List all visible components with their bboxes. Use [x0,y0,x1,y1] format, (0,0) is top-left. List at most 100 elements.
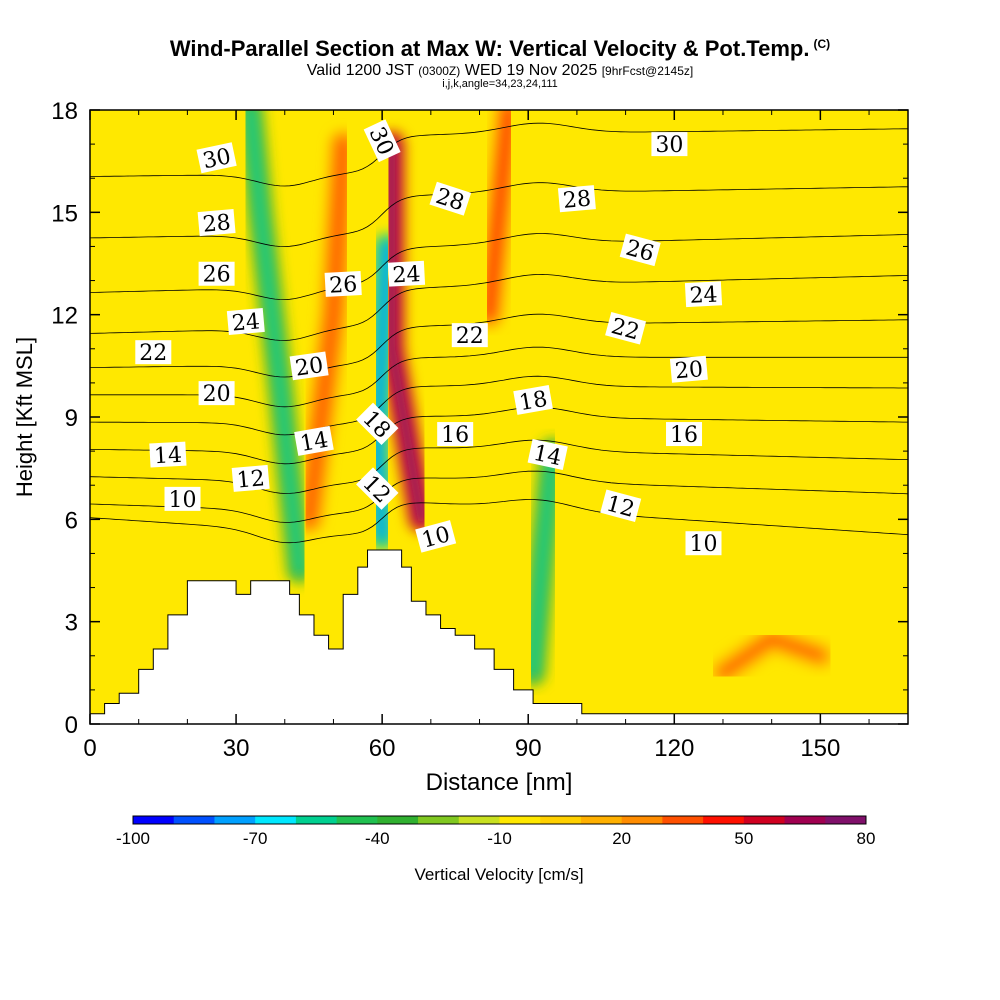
theta-contour-24 [90,273,908,341]
colorbar-swatch [621,816,663,824]
theta-label: 10 [164,486,201,513]
theta-label-box [600,489,642,522]
theta-label: 20 [289,351,329,382]
theta-label-text: 14 [531,441,564,471]
theta-label-text: 18 [517,387,549,416]
w-feature [476,110,522,328]
colorbar-swatch [743,816,786,824]
y-tick-label: 15 [51,200,78,227]
theta-label: 14 [527,439,568,471]
x-tick-label: 60 [369,735,396,762]
colorbar-swatch [703,816,745,824]
colorbar-swatch [214,816,256,824]
theta-label: 30 [651,132,688,158]
theta-label-box [149,441,187,468]
theta-label-text: 14 [153,443,182,469]
w-feature [709,624,834,686]
theta-label-text: 20 [203,382,231,407]
theta-label-text: 30 [201,144,234,174]
theta-label-box [685,531,722,556]
colorbar-swatch [540,816,582,824]
theta-label-box [226,307,265,336]
w-feature-core [528,446,558,678]
theta-label-text: 22 [456,324,484,349]
theta-label-text: 24 [392,262,421,288]
theta-label: 16 [437,422,474,448]
colorbar-tick-label: -100 [116,829,150,848]
theta-label: 28 [197,209,236,238]
theta-contour-10 [90,499,908,544]
theta-label-box [294,425,334,456]
valid-zulu: (0300Z) [418,64,461,78]
copyright-mark: (C) [813,36,831,51]
valid-time-line: Valid 1200 JST (0300Z) WED 19 Nov 2025 [… [0,62,1000,80]
theta-label-text: 30 [655,133,683,158]
chart-title-text: Wind-Parallel Section at Max W: Vertical… [169,36,810,61]
theta-contour-12 [90,470,908,523]
theta-label-text: 28 [202,210,232,237]
axes: 0 30 60 90 120 150 0 3 6 9 12 15 18 [51,98,908,762]
theta-contour-30 [90,122,908,187]
theta-label-box [429,181,472,216]
theta-label-text: 16 [670,423,698,448]
theta-label-box [198,381,235,406]
colorbar-swatch [336,816,378,824]
theta-label: 18 [356,402,399,446]
theta-label-box [513,385,553,415]
x-axis-label: Distance [nm] [426,769,573,796]
theta-label-text: 14 [298,428,330,457]
theta-label-box [356,402,399,446]
theta-label-box [164,486,201,511]
colorbar-swatch [784,816,826,824]
w-feature-core [718,633,825,678]
theta-contour-22 [90,313,908,378]
colorbar-swatch [662,816,704,824]
theta-label-text: 26 [329,272,358,298]
theta-label-box [684,281,723,308]
colorbar-label: Vertical Velocity [cm/s] [414,865,583,884]
theta-contour-18 [90,375,908,436]
theta-label: 14 [149,441,187,469]
theta-label-text: 20 [294,353,325,382]
theta-label-text: 28 [562,187,592,214]
theta-label-box [666,422,703,447]
theta-label: 20 [198,381,235,407]
colorbar-swatch [255,816,297,824]
colorbar-swatch [418,816,460,824]
theta-label-box [619,233,661,267]
theta-label: 30 [196,142,237,174]
theta-label: 20 [669,355,708,384]
colorbar-tick-label: 80 [857,829,876,848]
theta-contour-16 [90,406,908,465]
theta-label-box [451,323,488,348]
y-tick-label: 6 [65,507,78,534]
theta-label: 24 [226,307,265,337]
theta-label-text: 20 [674,357,704,384]
theta-label: 22 [605,312,647,345]
theta-label: 22 [135,340,172,366]
valid-prefix: Valid 1200 JST [306,62,414,79]
theta-label-box [415,520,457,553]
colorbar-tick-label: 50 [734,829,753,848]
grid-indices: i,j,k,angle=34,23,24,111 [442,78,558,90]
terrain [89,549,909,725]
theta-label-box [651,132,688,157]
theta-label-box [197,209,236,237]
theta-label-box [527,439,568,471]
valid-date: WED 19 Nov 2025 [464,62,598,79]
colorbar-tick-label: -70 [243,829,268,848]
theta-label: 10 [685,531,722,557]
w-feature [237,110,313,584]
colorbar-tick-label: 20 [612,829,631,848]
colorbar-swatch [499,816,541,824]
w-feature-core [246,110,304,575]
theta-label-box [196,142,237,174]
theta-label: 26 [324,271,362,299]
theta-label-box [198,261,235,286]
theta-label-text: 22 [139,341,167,366]
theta-label: 12 [231,464,270,494]
theta-contours [90,122,908,544]
colorbar-swatch [133,816,175,824]
theta-label: 28 [557,185,596,214]
